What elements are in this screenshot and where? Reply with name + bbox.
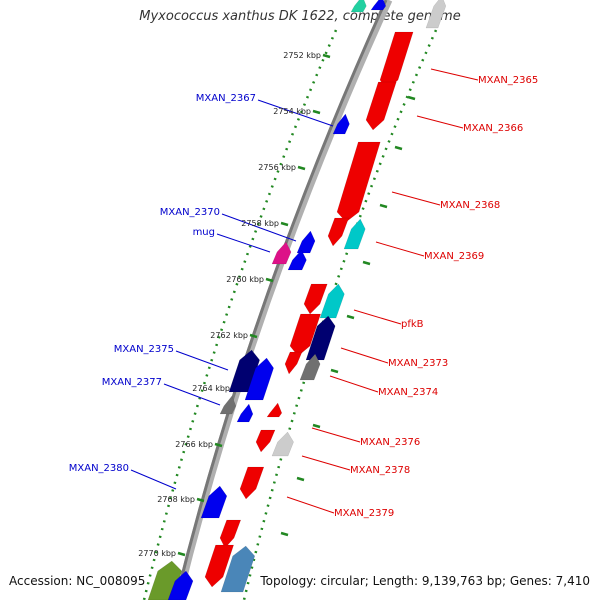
gene-label-right: MXAN_2379	[334, 508, 394, 519]
kbp-label: 2752 kbp	[283, 51, 321, 60]
major-tick	[280, 531, 289, 537]
gene-block	[284, 351, 303, 375]
label-leader	[329, 375, 379, 393]
backbone	[174, 0, 388, 600]
major-tick	[296, 476, 305, 482]
gene-label-right: MXAN_2366	[463, 123, 523, 134]
label-leader	[221, 213, 297, 242]
kbp-label: 2760 kbp	[226, 275, 264, 284]
gene-block	[220, 545, 256, 593]
gene-label-left: MXAN_2367	[196, 93, 256, 104]
major-tick	[330, 368, 339, 374]
gene-label-right: MXAN_2374	[378, 387, 438, 398]
label-leader	[311, 427, 361, 443]
label-leader	[375, 241, 425, 257]
gene-MXAN_2380	[200, 485, 228, 519]
label-leader	[340, 347, 389, 364]
label-leader	[301, 455, 351, 471]
tick-ring-inner	[142, 29, 338, 600]
gene-pfkB	[319, 283, 345, 319]
gene-block	[204, 544, 234, 588]
kbp-label: 2762 kbp	[210, 331, 248, 340]
label-leader	[391, 191, 441, 206]
major-tick	[379, 203, 388, 209]
major-tick	[362, 260, 371, 266]
label-leader	[416, 115, 464, 129]
gene-MXAN_2366	[365, 81, 397, 131]
label-leader	[353, 309, 402, 325]
label-leader	[130, 469, 177, 490]
gene-MXAN_2374	[299, 353, 321, 381]
gene-block	[236, 403, 254, 423]
major-tick	[280, 221, 289, 227]
gene-block	[350, 0, 367, 13]
kbp-label: 2764 kbp	[192, 384, 230, 393]
topology-text: Topology: circular; Length: 9,139,763 bp…	[260, 574, 590, 588]
gene-MXAN_2369	[343, 218, 366, 250]
kbp-label: 2766 kbp	[175, 440, 213, 449]
accession-text: Accession: NC_008095	[9, 574, 146, 588]
gene-MXAN_2378	[271, 431, 294, 457]
gene-label-right: MXAN_2376	[360, 437, 420, 448]
gene-block	[303, 283, 328, 315]
major-tick	[249, 333, 258, 339]
gene-MXAN_2368	[336, 141, 381, 223]
kbp-label: 2768 kbp	[157, 495, 195, 504]
kbp-label: 2758 kbp	[241, 219, 279, 228]
label-leader	[430, 68, 479, 81]
gene-MXAN_2377	[219, 395, 237, 415]
major-tick	[407, 95, 416, 101]
gene-block	[219, 519, 242, 549]
label-leader	[257, 99, 334, 127]
kbp-label: 2756 kbp	[258, 163, 296, 172]
major-tick	[177, 551, 186, 557]
gene-MXAN_2367	[332, 113, 350, 135]
major-tick	[297, 165, 306, 171]
gene-block	[167, 570, 194, 600]
major-tick	[346, 314, 355, 320]
gene-block	[244, 357, 274, 401]
gene-label-right: MXAN_2368	[440, 200, 500, 211]
gene-block	[370, 0, 387, 11]
gene-label-right: MXAN_2373	[388, 358, 448, 369]
gene-label-left: MXAN_2375	[114, 344, 174, 355]
gene-MXAN_2379	[239, 466, 265, 500]
gene-label-right: MXAN_2369	[424, 251, 484, 262]
gene-label-right: MXAN_2365	[478, 75, 538, 86]
backbone-shadow	[174, 0, 393, 600]
kbp-label: 2754 kbp	[273, 107, 311, 116]
gene-label-left: MXAN_2377	[102, 377, 162, 388]
major-tick	[214, 442, 223, 448]
gene-block	[287, 249, 307, 271]
gene-label-left: MXAN_2370	[160, 207, 220, 218]
gene-MXAN_2376	[255, 429, 276, 453]
gene-block	[425, 0, 447, 29]
gene-block	[289, 313, 321, 357]
gene-label-left: MXAN_2380	[69, 463, 129, 474]
gene-block	[266, 402, 283, 418]
major-tick	[265, 277, 274, 283]
gene-label-right: MXAN_2378	[350, 465, 410, 476]
gene-mug	[271, 241, 292, 265]
gene-label-left: mug	[193, 227, 215, 238]
gene-label-right: pfkB	[401, 319, 424, 330]
gene-MXAN_2370	[296, 230, 316, 254]
gene-MXAN_2373	[305, 315, 336, 361]
label-leader	[175, 350, 229, 371]
major-tick	[322, 53, 331, 59]
gene-MXAN_2365	[379, 31, 414, 91]
kbp-label: 2770 kbp	[138, 549, 176, 558]
major-tick	[312, 109, 321, 115]
gene-block	[327, 217, 350, 247]
major-tick	[312, 423, 321, 429]
major-tick	[394, 145, 403, 151]
major-tick	[196, 497, 205, 503]
label-leader	[163, 383, 221, 406]
label-leader	[286, 496, 335, 514]
label-leader	[216, 233, 271, 253]
